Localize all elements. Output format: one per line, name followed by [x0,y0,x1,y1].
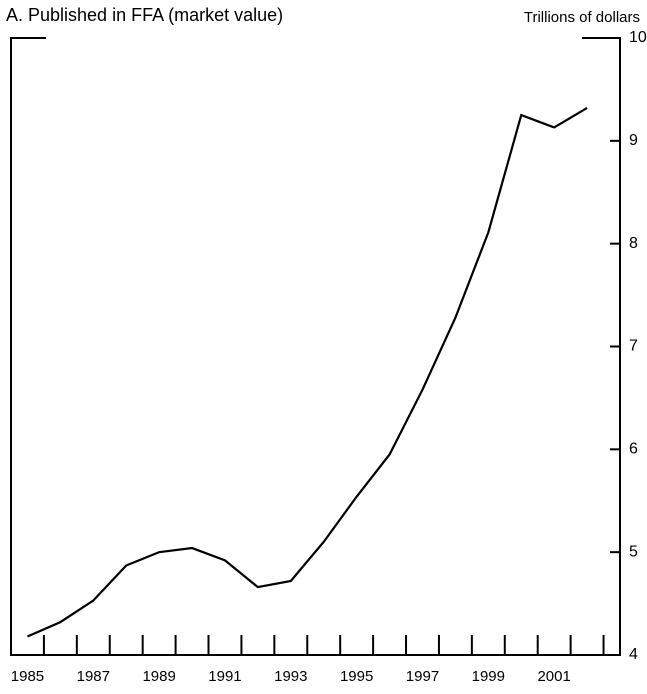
x-tick-label: 1995 [340,668,373,685]
y-tick-label: 6 [629,441,638,458]
frame [10,37,621,656]
x-tick-label: 1989 [142,668,175,685]
y-tick-label: 9 [629,132,638,149]
y-tick-label: 7 [629,338,638,355]
y-tick-label: 10 [629,29,647,46]
y-tick-label: 8 [629,235,638,252]
x-tick-label: 1985 [11,668,44,685]
y-tick-label: 5 [629,543,638,560]
x-tick-label: 2001 [537,668,570,685]
x-tick-label: 1997 [406,668,439,685]
y-axis-label: Trillions of dollars [524,9,640,26]
x-tick-label: 1999 [472,668,505,685]
y-tick-label: 4 [629,646,638,663]
x-tick-label: 1987 [77,668,110,685]
line [27,106,588,638]
x-tick-label: 1991 [208,668,241,685]
chart-title: A. Published in FFA (market value) [6,5,283,25]
x-tick-label: 1993 [274,668,307,685]
